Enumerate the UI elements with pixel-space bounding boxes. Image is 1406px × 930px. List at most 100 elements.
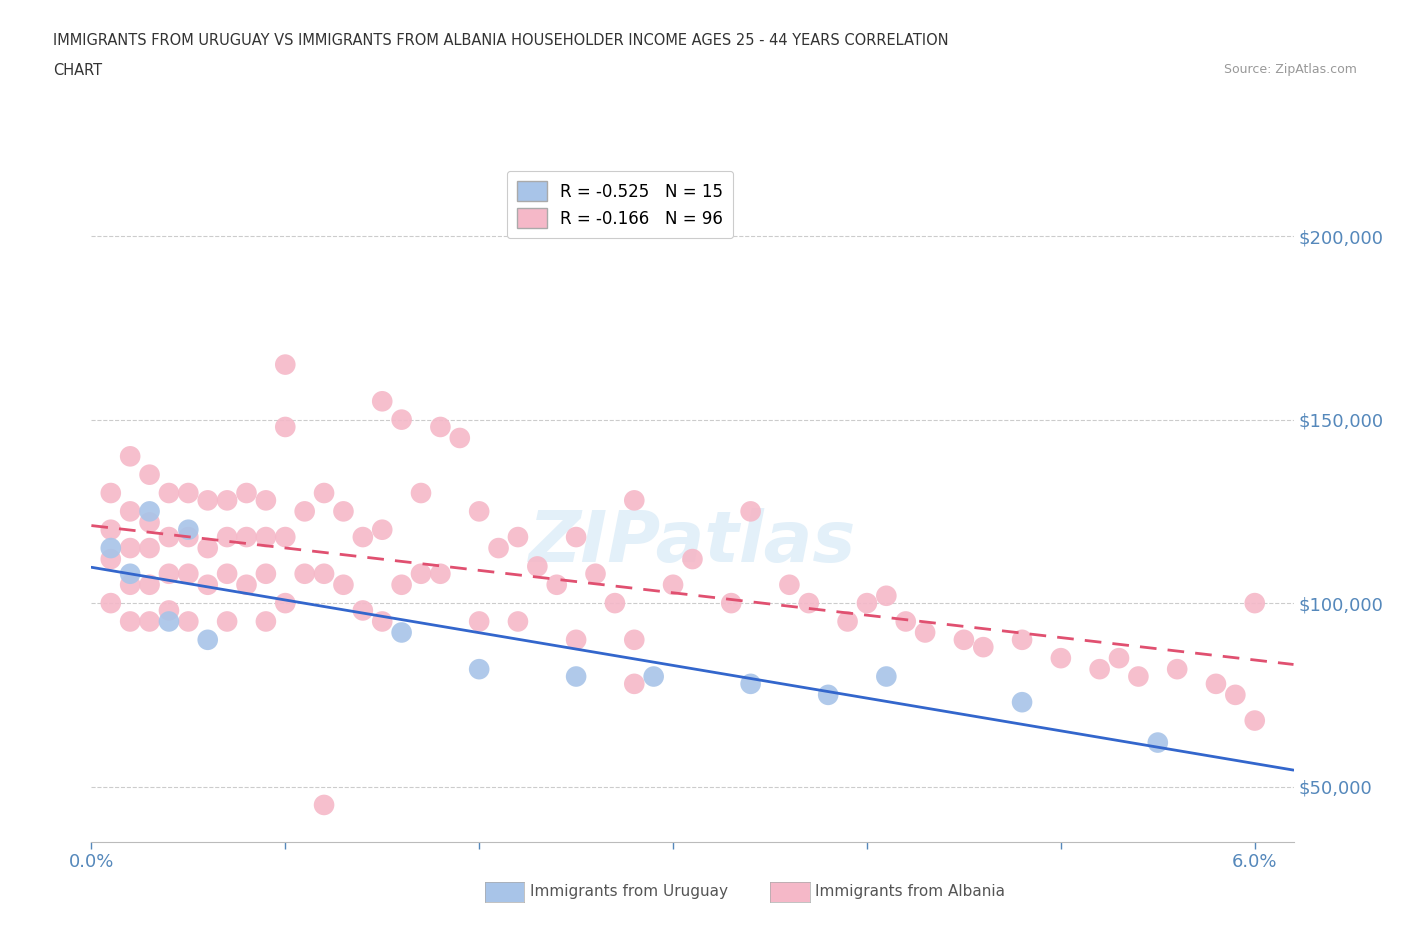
Point: [468, 504, 491, 519]
Point: [332, 504, 354, 519]
Point: [120, 449, 142, 464]
Point: [235, 485, 257, 500]
Point: [294, 504, 316, 519]
Point: [254, 493, 277, 508]
Point: [565, 529, 588, 544]
Point: [623, 632, 645, 647]
Point: [720, 596, 742, 611]
Point: [235, 578, 257, 592]
Point: [740, 504, 762, 519]
Point: [371, 393, 394, 408]
Point: [1205, 676, 1227, 691]
Point: [254, 566, 277, 581]
Point: [1225, 687, 1247, 702]
Point: [468, 614, 491, 629]
Point: [157, 566, 180, 581]
Point: [197, 540, 219, 555]
Point: [332, 578, 354, 592]
Point: [274, 419, 297, 434]
Point: [740, 676, 762, 691]
Point: [972, 640, 994, 655]
Point: [875, 669, 897, 684]
Point: [274, 596, 297, 611]
Point: [488, 540, 510, 555]
Point: [506, 614, 529, 629]
Point: [1108, 651, 1130, 666]
Point: [875, 589, 897, 604]
Point: [662, 578, 685, 592]
Point: [120, 614, 142, 629]
Point: [1088, 662, 1111, 677]
Point: [526, 559, 548, 574]
Point: [623, 493, 645, 508]
Point: [138, 614, 160, 629]
Point: [138, 467, 160, 482]
Point: [1011, 695, 1033, 710]
Point: [312, 485, 335, 500]
Point: [177, 485, 200, 500]
Text: IMMIGRANTS FROM URUGUAY VS IMMIGRANTS FROM ALBANIA HOUSEHOLDER INCOME AGES 25 - : IMMIGRANTS FROM URUGUAY VS IMMIGRANTS FR…: [53, 33, 949, 47]
Point: [217, 566, 239, 581]
Text: ZIPatlas: ZIPatlas: [529, 509, 856, 578]
Point: [177, 529, 200, 544]
Point: [312, 798, 335, 813]
Legend: R = -0.525   N = 15, R = -0.166   N = 96: R = -0.525 N = 15, R = -0.166 N = 96: [508, 171, 734, 238]
Point: [429, 419, 451, 434]
Point: [274, 529, 297, 544]
Point: [546, 578, 568, 592]
Point: [254, 614, 277, 629]
Point: [235, 529, 257, 544]
Point: [817, 687, 839, 702]
Point: [565, 632, 588, 647]
Point: [138, 504, 160, 519]
Point: [352, 529, 374, 544]
Point: [138, 540, 160, 555]
Text: CHART: CHART: [53, 63, 103, 78]
Point: [197, 632, 219, 647]
Point: [217, 529, 239, 544]
Point: [391, 412, 413, 427]
Point: [1166, 662, 1188, 677]
Point: [409, 485, 432, 500]
Point: [1243, 713, 1265, 728]
Point: [1128, 669, 1150, 684]
Point: [312, 566, 335, 581]
Point: [177, 523, 200, 538]
Point: [197, 493, 219, 508]
Point: [157, 603, 180, 618]
Point: [1011, 632, 1033, 647]
Point: [603, 596, 626, 611]
Text: Immigrants from Albania: Immigrants from Albania: [815, 884, 1005, 899]
Point: [120, 504, 142, 519]
Point: [585, 566, 607, 581]
Point: [100, 551, 122, 566]
Point: [217, 493, 239, 508]
Point: [894, 614, 917, 629]
Point: [371, 523, 394, 538]
Point: [1050, 651, 1073, 666]
Point: [1146, 735, 1168, 750]
Point: [623, 676, 645, 691]
Point: [157, 614, 180, 629]
Point: [100, 540, 122, 555]
Point: [352, 603, 374, 618]
Point: [371, 614, 394, 629]
Point: [565, 669, 588, 684]
Point: [409, 566, 432, 581]
Point: [177, 566, 200, 581]
Point: [953, 632, 976, 647]
Point: [856, 596, 879, 611]
Point: [100, 596, 122, 611]
Point: [120, 540, 142, 555]
Point: [837, 614, 859, 629]
Point: [197, 578, 219, 592]
Point: [217, 614, 239, 629]
Point: [506, 529, 529, 544]
Point: [177, 614, 200, 629]
Point: [797, 596, 820, 611]
Text: Source: ZipAtlas.com: Source: ZipAtlas.com: [1223, 63, 1357, 76]
Point: [391, 578, 413, 592]
Point: [138, 515, 160, 530]
Point: [100, 523, 122, 538]
Point: [294, 566, 316, 581]
